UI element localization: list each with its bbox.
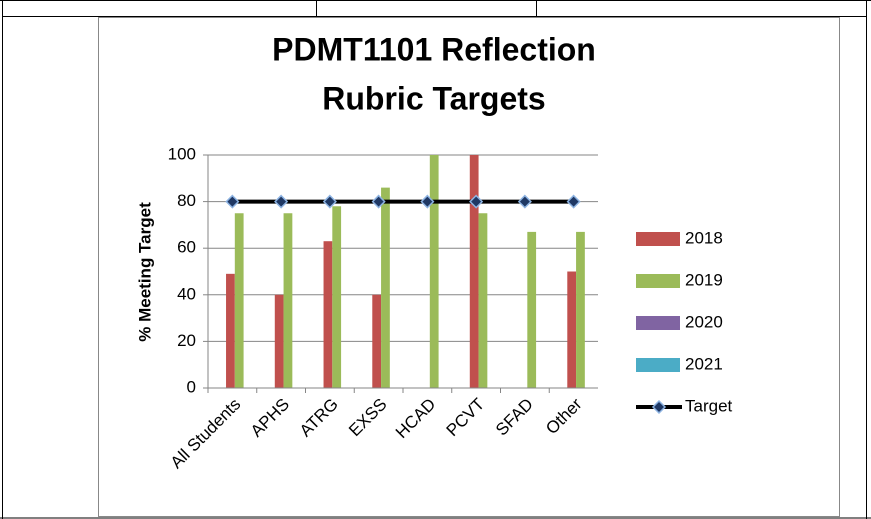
bar: [381, 187, 390, 388]
target-marker: [420, 194, 435, 209]
chart-title: Rubric Targets: [322, 80, 545, 116]
bar: [332, 206, 342, 388]
target-marker: [517, 194, 532, 209]
target-marker: [566, 194, 581, 209]
y-axis-label: % Meeting Target: [135, 202, 154, 342]
target-marker: [225, 194, 240, 209]
legend-swatch: [636, 316, 680, 330]
y-tick-label: 20: [177, 331, 196, 350]
legend-label: 2021: [685, 354, 723, 373]
y-tick-label: 100: [168, 144, 196, 163]
bar: [226, 273, 235, 388]
legend-swatch: [636, 274, 680, 288]
bar: [567, 271, 577, 388]
target-marker: [322, 194, 337, 209]
y-tick-label: 80: [177, 191, 196, 210]
bar: [469, 155, 479, 388]
y-tick-label: 60: [177, 238, 196, 257]
bar: [283, 213, 293, 388]
y-tick-label: 0: [187, 377, 196, 396]
bar: [429, 155, 439, 388]
legend-label: 2019: [685, 270, 723, 289]
legend-label: 2018: [685, 228, 723, 247]
legend-label: 2020: [685, 312, 723, 331]
target-marker: [371, 194, 386, 209]
y-tick-label: 40: [177, 284, 196, 303]
legend-swatch: [651, 399, 667, 415]
bar: [527, 231, 537, 388]
bar: [323, 241, 333, 388]
target-marker: [469, 194, 484, 209]
bar: [234, 213, 244, 388]
legend-swatch: [636, 232, 680, 246]
target-marker: [274, 194, 289, 209]
legend-label: Target: [685, 396, 733, 415]
chart-frame: [98, 17, 840, 517]
chart-title: PDMT1101 Reflection: [272, 31, 596, 67]
bar: [274, 294, 284, 388]
bar: [478, 213, 488, 388]
bar: [576, 231, 585, 388]
legend-swatch: [636, 358, 680, 372]
bar: [372, 294, 382, 388]
